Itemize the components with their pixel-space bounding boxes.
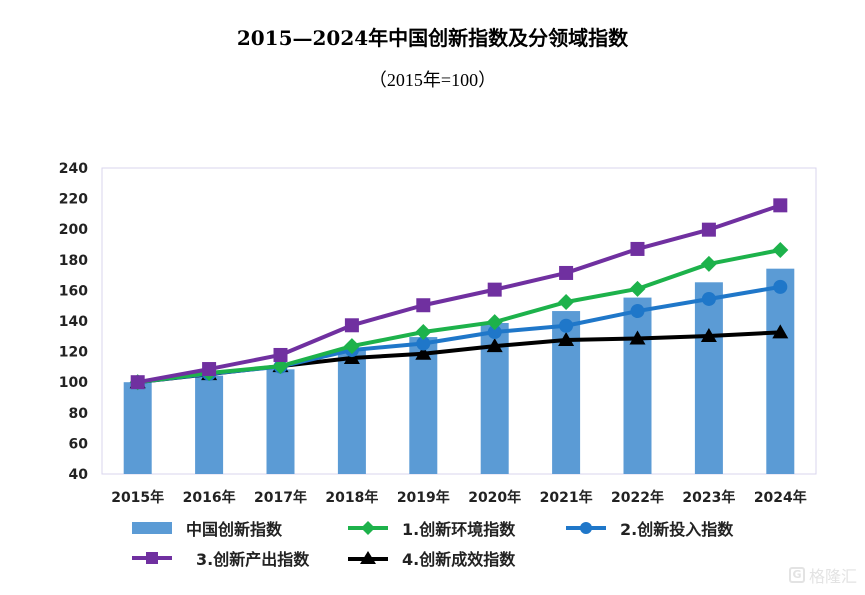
circle-marker-icon xyxy=(566,522,606,534)
bar xyxy=(623,297,652,474)
plot-area-border xyxy=(101,167,817,475)
legend-label: 1.创新环境指数 xyxy=(402,520,516,539)
series-line xyxy=(137,248,781,385)
legend-item-output: 3.创新产出指数 xyxy=(130,546,309,570)
y-tick-label: 180 xyxy=(59,253,88,269)
line-series xyxy=(129,198,789,391)
x-tick-label: 2018年 xyxy=(325,489,378,506)
y-tick-label: 120 xyxy=(59,345,88,361)
legend-item-bar: 中国创新指数 xyxy=(130,516,282,540)
watermark-logo-icon: G xyxy=(788,567,805,583)
legend-label: 3.创新产出指数 xyxy=(196,550,310,569)
series-square xyxy=(130,198,788,390)
bar xyxy=(123,382,152,474)
legend-label: 中国创新指数 xyxy=(186,520,283,539)
bar xyxy=(337,349,366,474)
triangle-point xyxy=(772,324,789,339)
legend-swatch-bar xyxy=(132,522,172,534)
square-point xyxy=(487,282,502,297)
square-point xyxy=(773,198,788,213)
x-tick-label: 2023年 xyxy=(682,489,735,506)
x-tick-label: 2020年 xyxy=(468,489,521,506)
diamond-marker-icon xyxy=(348,521,388,535)
square-point xyxy=(202,362,217,377)
triangle-point xyxy=(486,338,503,353)
legend-item-environment: 1.创新环境指数 xyxy=(346,516,515,540)
y-tick-label: 40 xyxy=(69,467,89,483)
x-tick-label: 2019年 xyxy=(397,489,450,506)
square-point xyxy=(559,265,574,280)
y-tick-label: 240 xyxy=(59,161,88,177)
square-point xyxy=(416,298,431,313)
square-point xyxy=(701,222,716,237)
bar xyxy=(409,337,438,474)
circle-point xyxy=(773,279,788,294)
diamond-point xyxy=(343,338,360,355)
x-axis: 2015年 2016年 2017年 2018年 2019年 2020年 2021年 2022年… xyxy=(111,489,807,506)
bar xyxy=(266,369,295,474)
series-line xyxy=(137,203,781,385)
legend-label: 2.创新投入指数 xyxy=(620,520,734,539)
x-tick-label: 2022年 xyxy=(611,489,664,506)
legend-item-input: 2.创新投入指数 xyxy=(564,516,733,540)
square-point xyxy=(273,347,288,362)
square-point xyxy=(630,241,645,256)
series-diamond xyxy=(129,242,789,391)
watermark: G 格隆汇 xyxy=(788,563,857,587)
series-triangle xyxy=(129,324,789,389)
legend-item-effect: 4.创新成效指数 xyxy=(346,546,515,570)
x-tick-label: 2021年 xyxy=(540,489,593,506)
y-tick-label: 160 xyxy=(59,283,88,299)
bar xyxy=(766,268,795,474)
legend-label: 4.创新成效指数 xyxy=(402,550,516,569)
bar xyxy=(195,375,224,474)
circle-point xyxy=(559,318,574,333)
bar xyxy=(694,282,723,474)
series-line xyxy=(137,330,781,385)
chart-title: 2015—2024年中国创新指数及分领域指数 xyxy=(236,26,629,50)
x-tick-label: 2016年 xyxy=(183,489,236,506)
diamond-point xyxy=(700,255,717,272)
series-line xyxy=(137,284,781,385)
y-tick-label: 220 xyxy=(59,192,88,208)
y-tick-label: 200 xyxy=(59,222,88,238)
triangle-point xyxy=(558,331,575,346)
x-tick-label: 2015年 xyxy=(111,489,164,506)
triangle-marker-icon xyxy=(348,551,388,564)
diamond-point xyxy=(272,358,289,375)
diamond-point xyxy=(772,242,789,259)
triangle-point xyxy=(415,345,432,360)
square-point xyxy=(130,375,145,390)
circle-point xyxy=(416,336,431,351)
y-tick-label: 140 xyxy=(59,314,88,330)
triangle-point xyxy=(700,327,717,342)
y-tick-label: 60 xyxy=(69,436,89,452)
bar-series xyxy=(123,268,795,474)
circle-point xyxy=(487,325,502,340)
square-point xyxy=(344,318,359,333)
circle-point xyxy=(630,304,645,319)
triangle-point xyxy=(629,330,646,345)
x-tick-label: 2024年 xyxy=(754,489,807,506)
diamond-point xyxy=(558,294,575,311)
diamond-point xyxy=(486,314,503,331)
diamond-point xyxy=(415,324,432,341)
square-marker-icon xyxy=(132,552,172,564)
chart-subtitle: （2015年=100） xyxy=(368,70,497,90)
watermark-text: 格隆汇 xyxy=(808,567,857,586)
y-axis: 40 60 80 100 120 140 160 180 200 220 240 xyxy=(59,161,88,483)
diamond-point xyxy=(629,280,646,297)
circle-point xyxy=(701,291,716,306)
y-tick-label: 100 xyxy=(59,375,88,391)
x-tick-label: 2017年 xyxy=(254,489,307,506)
y-tick-label: 80 xyxy=(69,406,89,422)
